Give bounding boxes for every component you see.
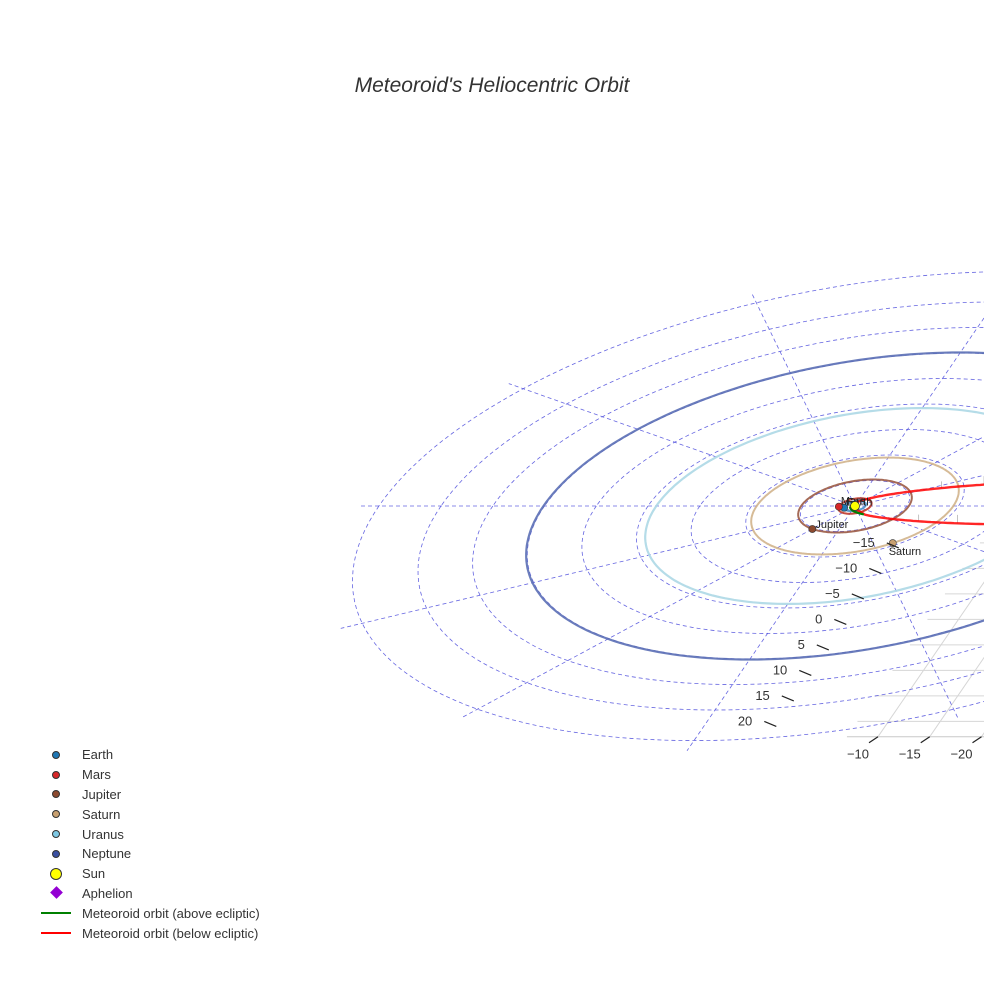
legend-swatch — [40, 748, 72, 762]
legend-label: Aphelion — [82, 885, 133, 901]
ecliptic-spoke — [854, 474, 984, 507]
legend-label: Earth — [82, 747, 114, 763]
planet-mars — [834, 502, 843, 511]
y-tick-label: 20 — [738, 713, 752, 728]
legend-item-saturn[interactable]: Saturn — [40, 804, 260, 824]
x-tick-mark — [920, 736, 931, 744]
legend-swatch — [40, 768, 72, 782]
ecliptic-spoke — [686, 505, 856, 752]
line-marker-icon — [41, 912, 71, 915]
x-tick-mark — [972, 736, 982, 744]
y-tick-label: −15 — [853, 535, 875, 550]
legend-swatch — [40, 886, 72, 900]
y-tick-label: 5 — [798, 637, 805, 652]
legend-item-mars[interactable]: Mars — [40, 765, 260, 785]
floor-gridline — [877, 581, 984, 737]
y-tick-mark — [799, 669, 812, 676]
legend-label: Mars — [82, 767, 111, 783]
legend-item-earth[interactable]: Earth — [40, 745, 260, 765]
planet-label: Jupiter — [815, 519, 848, 531]
legend-swatch — [40, 807, 72, 821]
ecliptic-spoke — [854, 317, 984, 507]
legend-label: Uranus — [82, 826, 124, 842]
legend: Earth Mars Jupiter Saturn Uranus Neptune Sun Ap… — [40, 745, 260, 943]
floor-gridline — [929, 656, 984, 737]
legend-label: Neptune — [82, 846, 132, 862]
meteoroid-orbit-above — [849, 506, 865, 516]
y-tick-mark — [764, 720, 777, 727]
x-tick-label: −20 — [950, 747, 972, 762]
legend-label: Meteoroid orbit (above ecliptic) — [82, 905, 260, 921]
y-tick-label: −5 — [825, 586, 840, 601]
legend-item-jupiter[interactable]: Jupiter — [40, 785, 260, 805]
legend-item-meteoroid-orbit-below-ecliptic-[interactable]: Meteoroid orbit (below ecliptic) — [40, 923, 260, 943]
legend-label: Saturn — [82, 806, 121, 822]
ecliptic-spoke — [508, 383, 856, 507]
orbit-mars — [837, 497, 873, 515]
y-tick-label: −10 — [835, 560, 857, 575]
line-marker-icon — [41, 932, 71, 935]
legend-item-sun[interactable]: Sun — [40, 864, 260, 884]
y-tick-label: 10 — [773, 662, 787, 677]
orbit-saturn — [750, 456, 960, 556]
legend-label: Jupiter — [82, 786, 122, 802]
dot-marker-icon — [52, 750, 60, 759]
solar-bodies: EarthMarsJupiterSaturnNeptune — [808, 496, 921, 558]
planet-label: Saturn — [889, 546, 921, 558]
dot-marker-icon — [52, 849, 60, 858]
dot-marker-icon — [52, 830, 60, 839]
sun — [850, 501, 860, 511]
y-tick-mark — [886, 542, 900, 549]
legend-label: Sun — [82, 866, 106, 882]
meteoroid-orbit — [849, 483, 984, 526]
meteoroid-droplines — [918, 476, 984, 524]
ecliptic-spoke — [751, 293, 856, 507]
x-tick-label: −10 — [847, 747, 869, 762]
planet-jupiter — [808, 525, 817, 533]
legend-swatch — [40, 867, 72, 881]
legend-swatch — [40, 926, 72, 940]
ecliptic-spoke — [460, 505, 856, 719]
legend-item-neptune[interactable]: Neptune — [40, 844, 260, 864]
legend-label: Meteoroid orbit (below ecliptic) — [82, 925, 259, 941]
y-tick-mark — [834, 618, 847, 625]
legend-item-aphelion[interactable]: Aphelion — [40, 884, 260, 904]
legend-swatch — [40, 787, 72, 801]
meteoroid-orbit-below — [849, 483, 984, 526]
diamond-marker-icon — [50, 886, 63, 900]
legend-swatch — [40, 906, 72, 920]
orbit-uranus — [644, 407, 984, 606]
y-tick-mark — [869, 567, 882, 574]
x-tick-label: −15 — [899, 747, 921, 762]
y-tick-mark — [781, 695, 795, 702]
dot-marker-icon — [52, 770, 60, 779]
orbit-neptune — [525, 351, 984, 661]
ecliptic-grid — [340, 271, 984, 752]
legend-item-uranus[interactable]: Uranus — [40, 824, 260, 844]
y-tick-label: 0 — [815, 611, 822, 626]
ecliptic-spoke — [854, 505, 959, 719]
y-tick-mark — [851, 593, 865, 600]
sun-marker-icon — [50, 867, 62, 880]
ecliptic-spoke — [854, 436, 984, 507]
legend-swatch — [40, 827, 72, 841]
axis-ticks: −45−40−35−30−25−20−15−101050−5−10−15−20−… — [738, 535, 982, 762]
y-tick-mark — [816, 644, 830, 651]
legend-swatch — [40, 847, 72, 861]
chart-title: Meteoroid's Heliocentric Orbit — [354, 74, 630, 97]
x-tick-mark — [868, 736, 879, 744]
dot-marker-icon — [52, 810, 60, 819]
dot-marker-icon — [52, 790, 60, 799]
planet-orbits — [525, 351, 984, 661]
legend-item-meteoroid-orbit-above-ecliptic-[interactable]: Meteoroid orbit (above ecliptic) — [40, 903, 260, 923]
y-tick-label: 15 — [755, 688, 769, 703]
